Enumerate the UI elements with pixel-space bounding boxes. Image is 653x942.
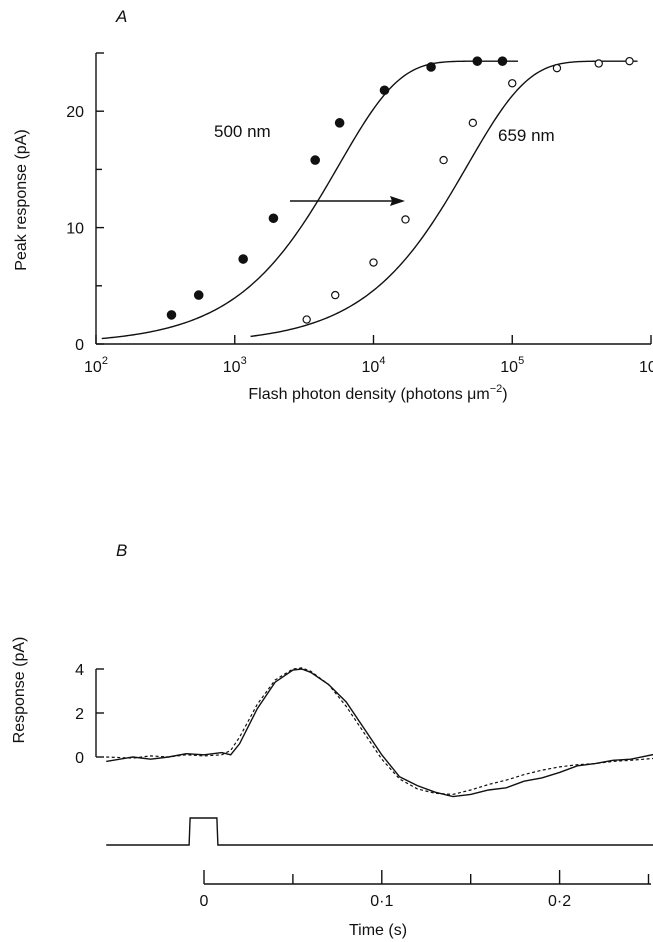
- x-tick-label: 0·2: [548, 893, 571, 910]
- open-data-point: [552, 63, 562, 73]
- panel-a-y-ticks: 0 10 20: [66, 52, 104, 354]
- x-tick-label: 103: [223, 355, 247, 376]
- panel-b: B 0 2 4 Response (pA) 0 0·1 0·2 Time (s): [11, 541, 653, 939]
- y-tick-label: 20: [66, 104, 84, 121]
- open-data-point: [625, 56, 634, 66]
- panel-a-fit-curves: [101, 60, 638, 340]
- open-data-point: [401, 215, 410, 224]
- filled-data-point: [426, 62, 436, 72]
- filled-data-point: [497, 56, 508, 66]
- panel-b-label: B: [116, 541, 127, 560]
- x-tick-label: 106: [639, 355, 653, 376]
- series-label-500nm: 500 nm: [214, 122, 271, 141]
- filled-data-point: [310, 155, 320, 165]
- open-data-point: [331, 290, 340, 300]
- open-data-point: [508, 79, 517, 88]
- panel-a-x-axis-title: Flash photon density (photons μm−2): [248, 383, 507, 403]
- y-tick-label: 10: [66, 221, 84, 238]
- open-data-point: [468, 118, 478, 128]
- solid-response-trace: [106, 668, 653, 798]
- filled-data-point: [334, 118, 345, 128]
- x-tick-label: 0·1: [370, 893, 393, 910]
- panel-a: A 0 10 20 102 103 104 105 106 Peak response (p…: [13, 7, 653, 403]
- y-tick-label: 0: [75, 337, 84, 354]
- y-tick-label: 0: [75, 750, 84, 767]
- x-tick-label: 104: [362, 355, 386, 376]
- x-tick-label: 105: [500, 355, 524, 376]
- stimulus-trace: [106, 817, 653, 846]
- shift-arrow: [290, 196, 405, 206]
- shift-arrow-head: [390, 196, 405, 206]
- open-data-point: [369, 258, 378, 267]
- filled-data-point: [379, 85, 390, 96]
- y-tick-label: 2: [75, 706, 84, 723]
- panel-a-data-points: [166, 56, 634, 324]
- panel-b-y-axis-title: Response (pA): [11, 637, 28, 744]
- filled-data-point: [268, 213, 279, 224]
- open-data-point: [594, 59, 603, 68]
- panel-b-x-axis-title: Time (s): [349, 922, 407, 939]
- dashed-response-trace: [106, 667, 653, 796]
- panel-b-x-ticks: 0 0·1 0·2: [200, 870, 650, 910]
- panel-a-x-ticks: 102 103 104 105 106: [84, 335, 653, 376]
- filled-data-point: [193, 290, 204, 300]
- filled-data-point: [238, 254, 248, 264]
- panel-a-y-axis-title: Peak response (pA): [13, 129, 30, 270]
- filled-data-point: [166, 310, 177, 320]
- stimulus-pulse: [106, 817, 653, 846]
- fit-curve-1: [250, 60, 638, 338]
- series-label-659nm: 659 nm: [498, 126, 555, 145]
- open-data-point: [439, 155, 448, 165]
- open-data-point: [302, 315, 311, 324]
- panel-a-label: A: [115, 7, 127, 26]
- fit-curve-0: [101, 60, 518, 340]
- panel-b-traces: [106, 667, 653, 798]
- y-tick-label: 4: [75, 662, 84, 679]
- panel-b-y-ticks: 0 2 4: [75, 662, 104, 767]
- filled-data-point: [472, 56, 483, 66]
- x-tick-label: 0: [200, 893, 209, 910]
- x-tick-label: 102: [84, 355, 108, 376]
